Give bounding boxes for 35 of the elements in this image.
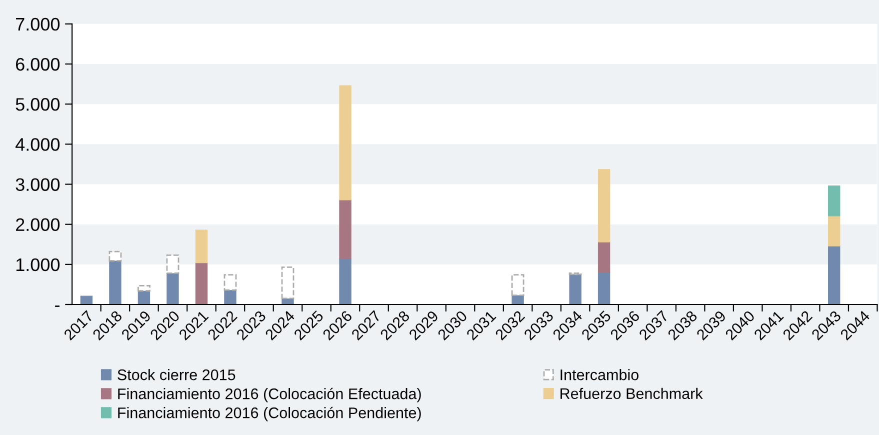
legend-label: Refuerzo Benchmark	[560, 388, 703, 400]
bar	[339, 85, 352, 200]
y-tick-label: -	[55, 306, 60, 307]
y-tick-label: 7.000	[16, 18, 60, 31]
bar	[828, 186, 840, 216]
legend-label: Financiamiento 2016 (Colocación Pendiente)	[118, 406, 421, 422]
bar	[339, 258, 352, 304]
bar	[80, 296, 93, 304]
bar	[224, 290, 236, 304]
bar	[224, 274, 237, 291]
bar	[598, 169, 610, 242]
bar	[108, 250, 122, 262]
bar	[138, 284, 150, 292]
bar	[195, 262, 208, 304]
bar	[828, 246, 840, 304]
bar	[166, 254, 180, 274]
y-tick-label: 5.000	[16, 98, 60, 111]
bar	[598, 242, 610, 273]
legend-label: Intercambio	[560, 369, 638, 380]
bar	[598, 272, 610, 304]
y-tick-label: 3.000	[16, 178, 60, 191]
bar	[166, 272, 179, 304]
y-tick-label: 4.000	[16, 138, 60, 151]
bar	[109, 260, 122, 304]
bar	[195, 230, 208, 264]
bar	[281, 266, 294, 300]
bar	[569, 274, 582, 304]
bar	[828, 216, 840, 246]
y-tick-label: 2.000	[16, 218, 60, 232]
y-tick-label: 1.000	[16, 258, 60, 272]
bar	[339, 200, 352, 260]
legend-label: Stock cierre 2015	[118, 369, 236, 380]
y-tick-label: 6.000	[16, 58, 60, 71]
legend-label: Financiamiento 2016 (Colocación Efectuada)	[118, 388, 421, 402]
bar	[511, 274, 524, 296]
